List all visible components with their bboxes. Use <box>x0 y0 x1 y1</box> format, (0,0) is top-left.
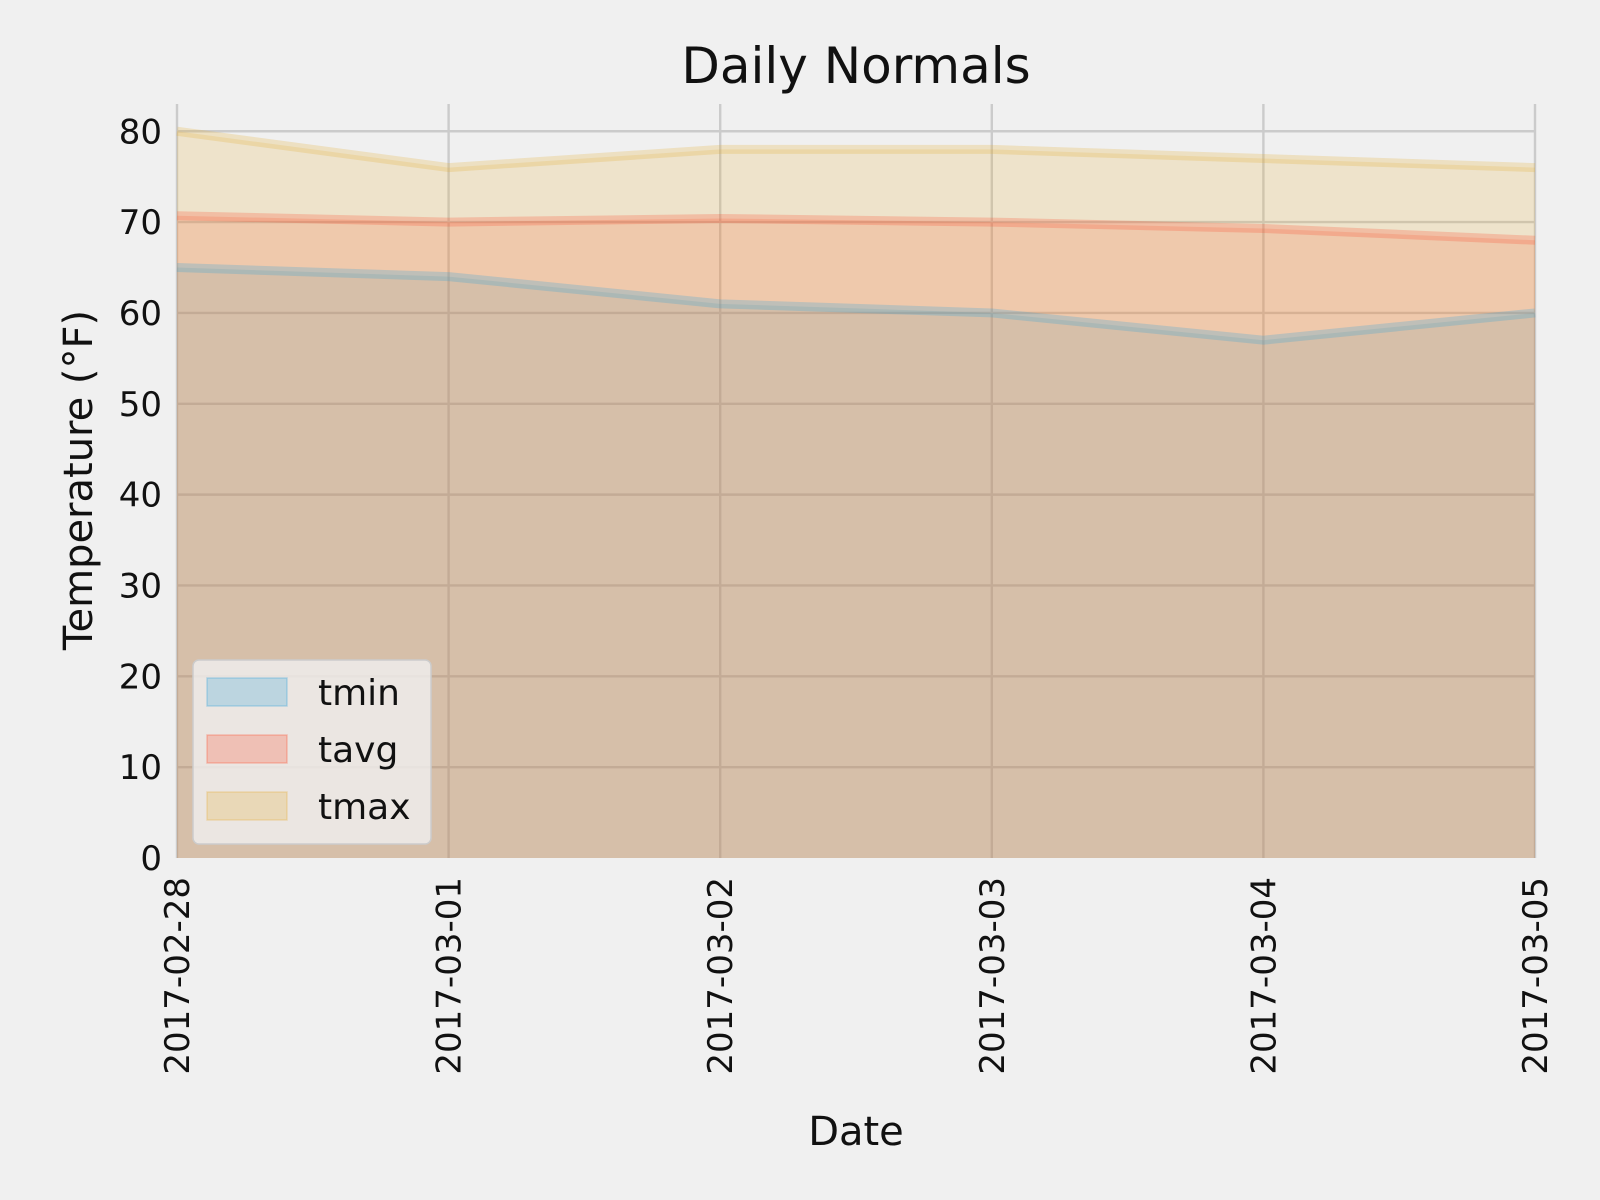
line-tmax <box>176 126 1536 173</box>
legend-swatch-tmax <box>206 791 288 821</box>
series-lines <box>176 126 1536 345</box>
x-tick-label: 2017-03-05 <box>1516 877 1556 1075</box>
area-tmax <box>177 131 1535 859</box>
x-tick-label: 2017-02-28 <box>158 877 198 1075</box>
legend-swatch-tmin <box>206 677 288 707</box>
x-tick-label: 2017-03-01 <box>430 877 470 1075</box>
y-tick-label: 60 <box>119 294 162 334</box>
y-tick-label: 80 <box>119 112 162 152</box>
y-tick-label: 70 <box>119 203 162 243</box>
legend: tmin tavg tmax <box>192 659 432 845</box>
line-tmin <box>176 263 1536 345</box>
legend-box <box>192 659 432 845</box>
y-tick-label: 50 <box>119 385 162 425</box>
x-tick-label: 2017-03-03 <box>973 877 1013 1075</box>
x-tick-label: 2017-03-04 <box>1244 877 1284 1075</box>
area-tavg <box>177 215 1535 858</box>
x-axis-ticks: 2017-02-28 2017-03-01 2017-03-02 2017-03-03… <box>158 877 1556 1075</box>
legend-label-tmin: tmin <box>318 673 400 714</box>
area-tmin <box>177 267 1535 858</box>
y-axis-title: Temperature (°F) <box>56 310 102 651</box>
legend-label-tavg: tavg <box>318 730 398 771</box>
y-axis-ticks: 0 10 20 30 40 50 60 70 80 <box>119 112 162 879</box>
y-tick-label: 20 <box>119 657 162 697</box>
x-axis-title: Date <box>808 1109 904 1155</box>
line-tavg <box>176 211 1536 245</box>
grid-lines <box>175 104 1537 858</box>
y-tick-label: 0 <box>140 839 162 879</box>
y-tick-label: 10 <box>119 748 162 788</box>
area-series <box>177 131 1535 859</box>
legend-label-tmax: tmax <box>318 787 411 828</box>
y-tick-label: 40 <box>119 476 162 516</box>
chart-title: Daily Normals <box>681 37 1030 95</box>
legend-swatch-tavg <box>206 734 288 764</box>
y-tick-label: 30 <box>119 566 162 606</box>
x-tick-label: 2017-03-02 <box>701 877 741 1075</box>
